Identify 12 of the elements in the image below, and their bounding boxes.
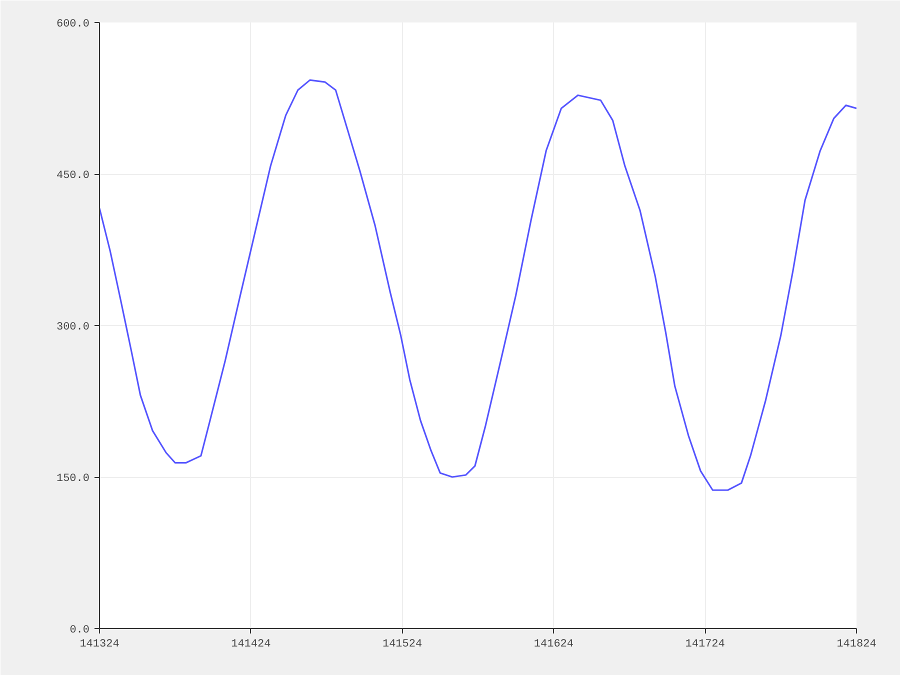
line-series — [100, 79, 856, 491]
y-tick-label: 150.0 — [56, 473, 90, 485]
y-tick-label: 300.0 — [56, 322, 90, 334]
x-tick-label: 141524 — [382, 638, 422, 650]
x-tick-label: 141324 — [80, 638, 120, 650]
x-tick-label: 141824 — [836, 638, 877, 650]
x-tick-label: 141424 — [231, 638, 272, 650]
x-tick-label: 141724 — [685, 638, 726, 650]
x-tick-label: 141624 — [534, 638, 574, 650]
y-tick-label: 600.0 — [56, 18, 90, 30]
y-tick-label: 450.0 — [56, 170, 90, 182]
y-tick-label: 0.0 — [70, 624, 90, 636]
